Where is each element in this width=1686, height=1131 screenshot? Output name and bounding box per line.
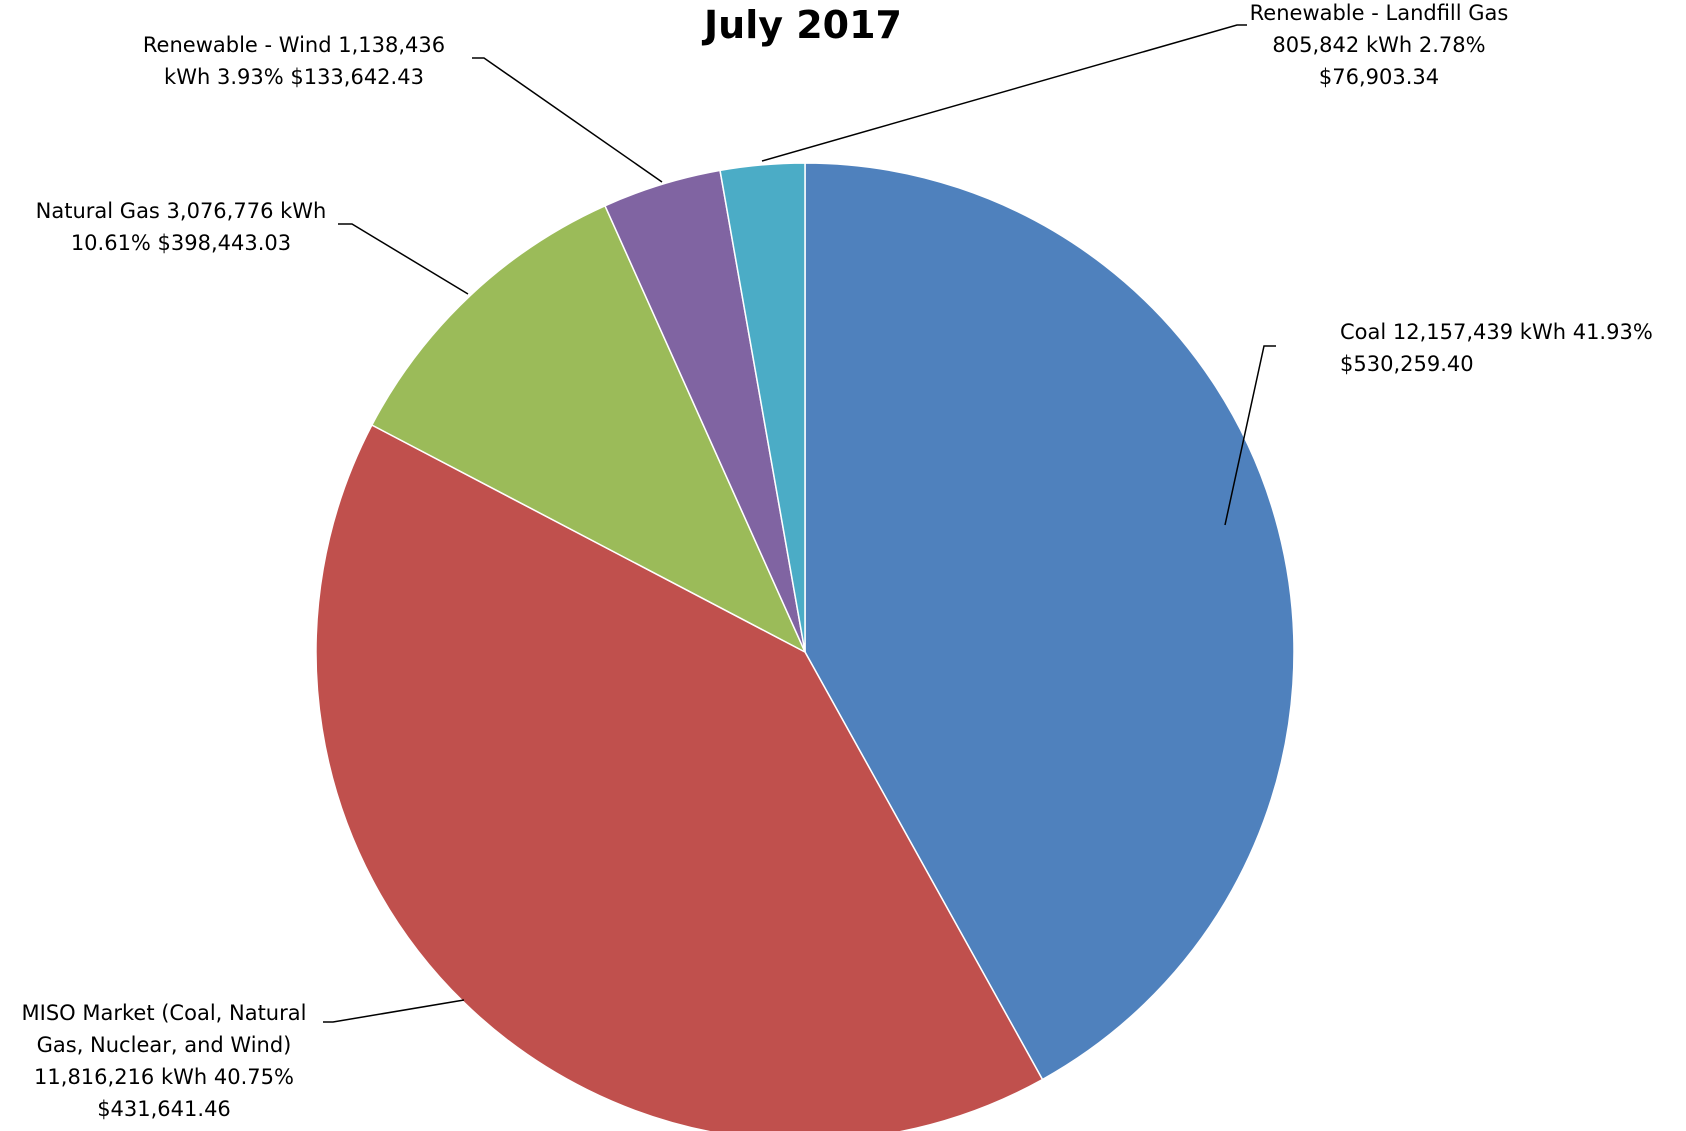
label-line: Renewable - Wind 1,138,436 (143, 33, 445, 57)
label-line: 10.61% $398,443.03 (71, 231, 291, 255)
label-line: Natural Gas 3,076,776 kWh (36, 199, 327, 223)
label-line: kWh 3.93% $133,642.43 (164, 65, 424, 89)
wind-leader-line (472, 57, 663, 183)
coal-slice (804, 162, 1295, 1081)
chart-title: July 2017 (701, 3, 902, 47)
label-line: $431,641.46 (97, 1097, 231, 1121)
slice-labels: Coal 12,157,439 kWh 41.93% $530,259.40 MIS… (22, 1, 1653, 1121)
natural-gas-label: Natural Gas 3,076,776 kWh 10.61% $398,443… (36, 199, 327, 255)
leader-lines (323, 24, 1276, 1023)
label-line: MISO Market (Coal, Natural (22, 1001, 307, 1025)
miso-label: MISO Market (Coal, Natural Gas, Nuclear, … (22, 1001, 307, 1121)
wind-label: Renewable - Wind 1,138,436 kWh 3.93% $133… (143, 33, 445, 89)
coal-leader-line (1224, 345, 1276, 526)
label-line: Gas, Nuclear, and Wind) (37, 1033, 292, 1057)
natural-gas-leader-line (338, 223, 469, 295)
landfill-gas-slice (719, 162, 806, 653)
landfill-gas-leader-line (761, 24, 1247, 162)
miso-leader-line (323, 999, 465, 1023)
natural-gas-slice (370, 204, 807, 654)
landfill-gas-label: Renewable - Landfill Gas 805,842 kWh 2.78… (1250, 1, 1509, 89)
pie-slices (315, 162, 1295, 1131)
coal-label: Coal 12,157,439 kWh 41.93% $530,259.40 (1340, 320, 1653, 376)
label-line: 11,816,216 kWh 40.75% (34, 1065, 294, 1089)
label-line: $76,903.34 (1319, 65, 1439, 89)
label-line: $530,259.40 (1340, 352, 1474, 376)
label-line: 805,842 kWh 2.78% (1272, 33, 1485, 57)
label-line: Renewable - Landfill Gas (1250, 1, 1509, 25)
label-line: Coal 12,157,439 kWh 41.93% (1340, 320, 1653, 344)
miso-slice (315, 423, 1044, 1131)
